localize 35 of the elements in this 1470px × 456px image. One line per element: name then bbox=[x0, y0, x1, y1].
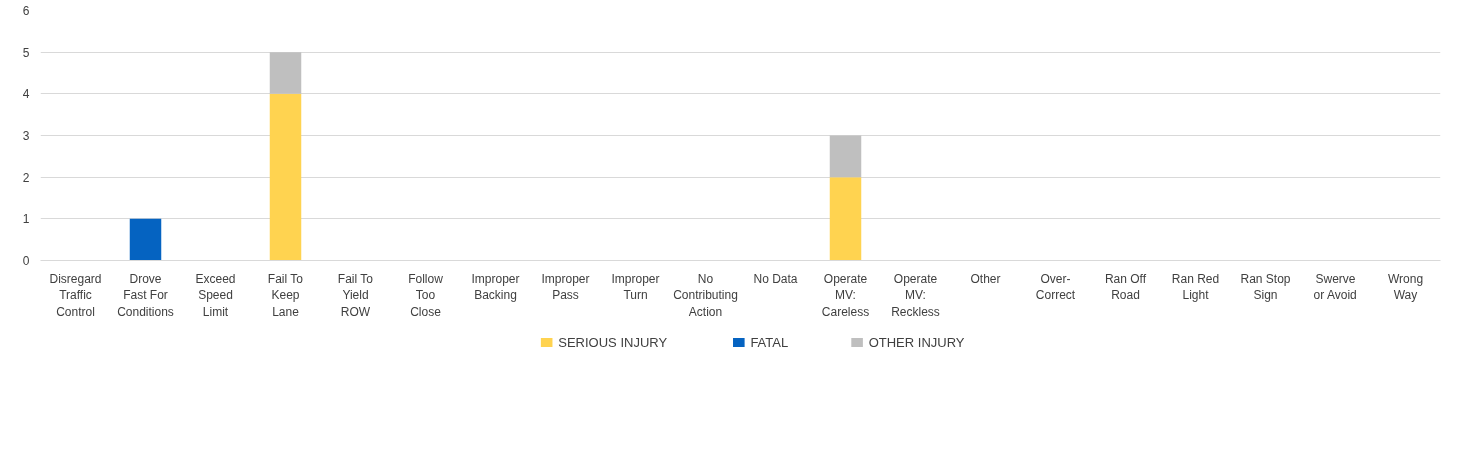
y-tick-label: 5 bbox=[22, 45, 30, 60]
x-tick-label: Exceed Speed Limit bbox=[195, 271, 236, 320]
legend-label: SERIOUS INJURY bbox=[558, 335, 668, 350]
y-tick-label: 0 bbox=[22, 254, 30, 268]
x-tick-label: Fail To Yield ROW bbox=[337, 271, 374, 320]
bar bbox=[829, 135, 862, 178]
x-tick-label: Ran Red Light bbox=[1171, 271, 1220, 303]
x-tick-label: Other bbox=[970, 271, 1001, 286]
x-tick-label: Fail To Keep Lane bbox=[267, 271, 304, 320]
x-tick-label: Ran Stop Sign bbox=[1240, 271, 1291, 303]
x-tick-label: Disregard Traffic Control bbox=[49, 271, 102, 320]
x-tick-label: Drove Fast For Conditions bbox=[117, 271, 174, 320]
bar bbox=[829, 177, 862, 261]
legend-label: FATAL bbox=[750, 335, 789, 350]
x-tick-label: Ran Off Road bbox=[1104, 271, 1147, 303]
x-tick-label: Improper Turn bbox=[611, 271, 660, 303]
x-tick-label: Operate MV: Careless bbox=[821, 271, 870, 320]
x-tick-label: Improper Backing bbox=[471, 271, 520, 303]
x-tick-label: Improper Pass bbox=[541, 271, 590, 303]
y-tick-label: 6 bbox=[22, 4, 30, 18]
x-tick-label: No Contributing Action bbox=[673, 271, 738, 320]
bar bbox=[269, 93, 302, 261]
bar bbox=[269, 52, 302, 94]
y-tick-label: 1 bbox=[22, 212, 30, 227]
x-tick-label: Over-Correct bbox=[1035, 271, 1076, 303]
x-tick-label: Follow Too Close bbox=[408, 271, 444, 320]
x-tick-label: Wrong Way bbox=[1387, 271, 1424, 303]
y-tick-label: 3 bbox=[22, 129, 30, 143]
legend-label: OTHER INJURY bbox=[868, 335, 965, 350]
y-tick-label: 4 bbox=[22, 87, 30, 102]
x-tick-label: No Data bbox=[753, 271, 798, 286]
x-tick-label: Operate MV: Reckless bbox=[891, 271, 940, 320]
bar bbox=[129, 218, 162, 261]
y-tick-label: 2 bbox=[22, 170, 30, 185]
x-tick-label: Swerve or Avoid bbox=[1313, 271, 1357, 303]
